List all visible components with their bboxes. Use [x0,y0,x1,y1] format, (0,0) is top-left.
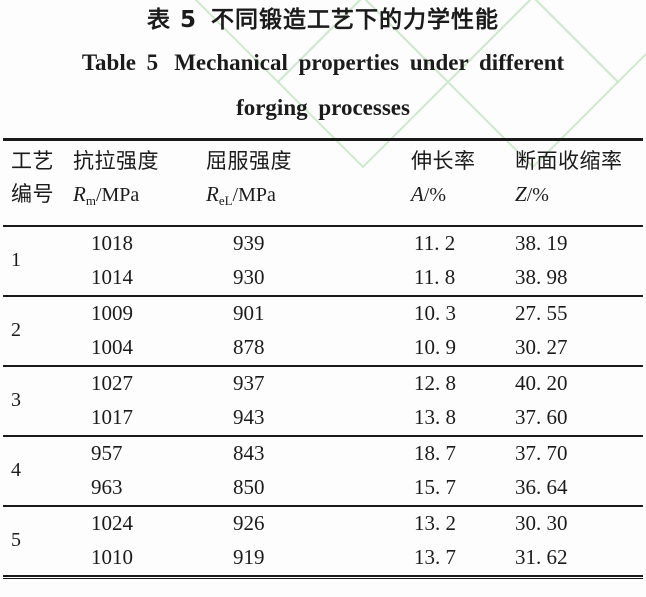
table-caption-zh-label: 表 5 [146,7,197,33]
table-row: 3 1027 937 12. 8 40. 20 [3,366,643,411]
cell-rel: 930 [233,265,265,289]
column-header-process: 工艺 编号 [3,139,65,227]
cell-rm: 1014 [91,265,133,289]
cell-rm: 1024 [91,511,133,535]
table-row: 2 1009 901 10. 3 27. 55 [3,296,643,341]
table-caption-en-line2: forging processes [0,95,646,121]
cell-reduction: 38. 98 [515,265,568,289]
cell-rm: 1027 [91,371,133,395]
cell-rel: 943 [233,405,265,429]
cell-reduction: 37. 70 [515,441,568,465]
cell-rm: 1018 [91,231,133,255]
cell-elongation: 13. 8 [414,405,456,429]
column-header-reduction-of-area: 断面收缩率 Z/% [511,139,643,227]
header-row: 工艺 编号 抗拉强度 Rm/MPa 屈服强度 ReL/MPa 伸长率 A/% [3,139,643,227]
process-group-4: 4 957 843 18. 7 37. 70 963 850 15. 7 36.… [3,436,643,506]
process-group-3: 3 1027 937 12. 8 40. 20 1017 943 13. 8 3… [3,366,643,436]
table-frame: 工艺 编号 抗拉强度 Rm/MPa 屈服强度 ReL/MPa 伸长率 A/% [3,138,643,579]
table-caption-en-text1: Mechanical properties under different [174,50,565,75]
cell-rm: 1009 [91,301,133,325]
table-caption-en-label: Table 5 [81,50,159,75]
process-number-cell: 2 [11,319,21,341]
cell-reduction: 30. 30 [515,511,568,535]
cell-rel: 901 [233,301,265,325]
cell-rel: 843 [233,441,265,465]
cell-reduction: 36. 64 [515,475,568,499]
table-row: 963 850 15. 7 36. 64 [3,471,643,506]
cell-rm: 1004 [91,335,133,359]
process-number-cell: 4 [11,459,21,481]
process-number-cell: 1 [11,249,21,271]
cell-elongation: 10. 3 [414,301,456,325]
cell-rel: 919 [233,545,265,569]
cell-rel: 878 [233,335,265,359]
cell-rm: 1010 [91,545,133,569]
table-row: 1014 930 11. 8 38. 98 [3,261,643,296]
cell-elongation: 15. 7 [414,475,456,499]
table-row: 1004 878 10. 9 30. 27 [3,331,643,366]
process-group-1: 1 1018 939 11. 2 38. 19 1014 930 11. 8 3… [3,226,643,296]
cell-rel: 926 [233,511,265,535]
table-row: 5 1024 926 13. 2 30. 30 [3,506,643,551]
cell-rm: 1017 [91,405,133,429]
table-row: 1010 919 13. 7 31. 62 [3,541,643,576]
process-group-2: 2 1009 901 10. 3 27. 55 1004 878 10. 9 3… [3,296,643,366]
table-row: 1017 943 13. 8 37. 60 [3,401,643,436]
symbol-a: A/% [411,182,447,206]
symbol-rel: ReL/MPa [206,182,276,208]
cell-elongation: 12. 8 [414,371,456,395]
column-header-tensile-strength: 抗拉强度 Rm/MPa [65,139,197,227]
cell-rm: 963 [91,475,123,499]
cell-reduction: 27. 55 [515,301,568,325]
cell-elongation: 13. 2 [414,511,456,535]
column-header-elongation: 伸长率 A/% [407,139,511,227]
cell-elongation: 10. 9 [414,335,456,359]
table-caption-en-text2: forging processes [236,95,410,120]
cell-reduction: 37. 60 [515,405,568,429]
cell-rm: 957 [91,441,123,465]
cell-reduction: 30. 27 [515,335,568,359]
table-caption-en-line1: Table 5 Mechanical properties under diffe… [0,50,646,76]
cell-reduction: 40. 20 [515,371,568,395]
table-row: 1 1018 939 11. 2 38. 19 [3,226,643,271]
table-caption-zh-text: 不同锻造工艺下的力学性能 [211,7,499,33]
symbol-z: Z/% [515,182,549,206]
cell-rel: 850 [233,475,265,499]
cell-elongation: 11. 8 [414,265,456,289]
cell-elongation: 11. 2 [414,231,456,255]
cell-rel: 937 [233,371,265,395]
cell-rel: 939 [233,231,265,255]
cell-reduction: 31. 62 [515,545,568,569]
table-caption-zh: 表 5 不同锻造工艺下的力学性能 [0,0,646,34]
table-row: 4 957 843 18. 7 37. 70 [3,436,643,481]
process-group-5: 5 1024 926 13. 2 30. 30 1010 919 13. 7 3… [3,506,643,576]
cell-elongation: 13. 7 [414,545,456,569]
symbol-rm: Rm/MPa [73,182,140,208]
cell-elongation: 18. 7 [414,441,456,465]
column-header-yield-strength: 屈服强度 ReL/MPa [197,139,407,227]
cell-reduction: 38. 19 [515,231,568,255]
mechanical-properties-table: 工艺 编号 抗拉强度 Rm/MPa 屈服强度 ReL/MPa 伸长率 A/% [3,138,643,577]
process-number-cell: 5 [11,529,21,551]
process-number-cell: 3 [11,389,21,411]
